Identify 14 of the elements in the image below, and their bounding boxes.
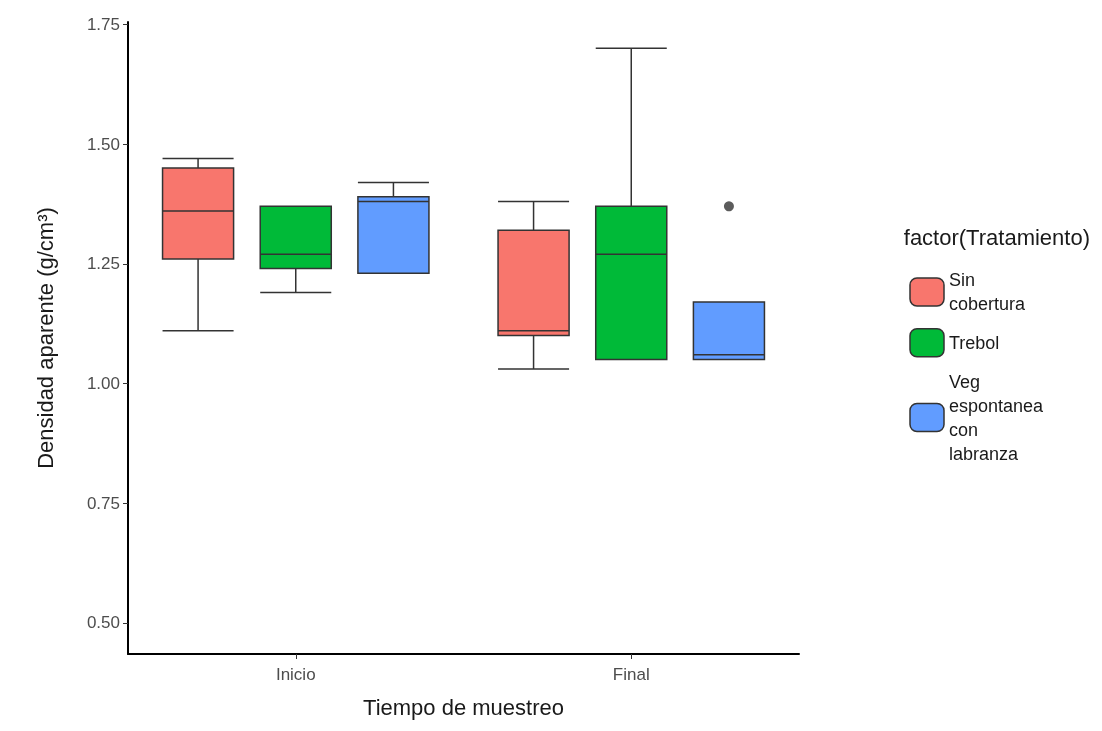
- y-tick-label: 0.75: [86, 493, 120, 513]
- x-axis-title: Tiempo de muestreo: [363, 694, 564, 720]
- legend-title: factor(Tratamiento): [903, 224, 1091, 250]
- x-tick-label: Final: [612, 665, 650, 684]
- y-tick-label: 1.50: [86, 134, 120, 154]
- y-tick-label: 0.50: [86, 613, 120, 633]
- legend-label: Trebol: [949, 332, 1000, 353]
- y-tick-label: 1.25: [86, 254, 120, 274]
- legend-label: Veg espontanea con labranza: [949, 371, 1049, 464]
- y-axis-title: Densidad aparente (g/cm³): [32, 207, 58, 469]
- y-tick-label: 1.75: [86, 14, 120, 34]
- x-tick-label: Inicio: [275, 665, 316, 684]
- legend-label: Sin cobertura: [949, 270, 1027, 314]
- y-tick-label: 1.00: [86, 373, 120, 393]
